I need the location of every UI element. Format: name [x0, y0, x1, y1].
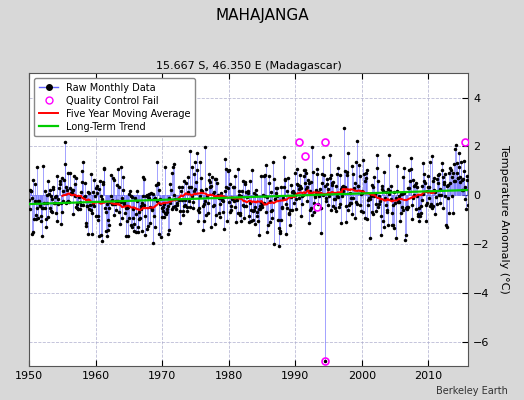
Title: 15.667 S, 46.350 E (Madagascar): 15.667 S, 46.350 E (Madagascar) — [156, 61, 342, 71]
Y-axis label: Temperature Anomaly (°C): Temperature Anomaly (°C) — [499, 145, 509, 294]
Text: Berkeley Earth: Berkeley Earth — [436, 386, 508, 396]
Legend: Raw Monthly Data, Quality Control Fail, Five Year Moving Average, Long-Term Tren: Raw Monthly Data, Quality Control Fail, … — [34, 78, 195, 136]
Text: MAHAJANGA: MAHAJANGA — [215, 8, 309, 23]
